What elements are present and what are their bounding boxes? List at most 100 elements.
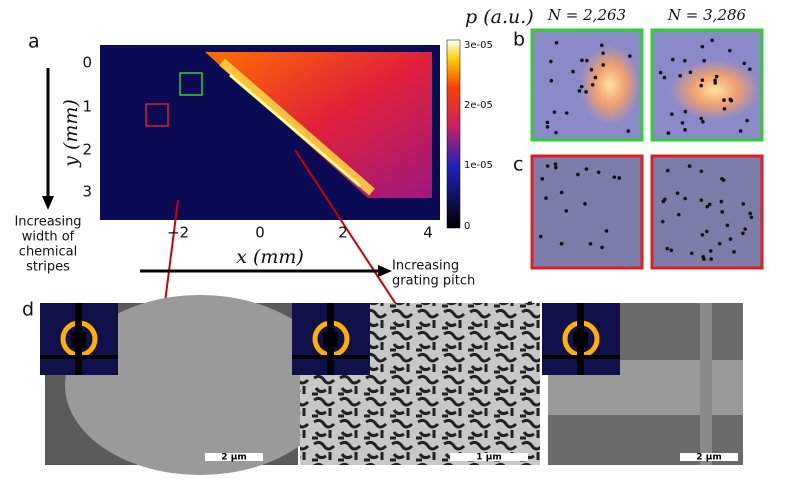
- particle: [714, 74, 719, 79]
- particle: [722, 106, 727, 111]
- particle: [677, 212, 681, 217]
- particle: [584, 90, 588, 94]
- particle: [604, 229, 609, 233]
- y-axis-label: y (mm): [60, 99, 82, 168]
- particle: [713, 78, 717, 83]
- particle: [748, 211, 752, 216]
- y-tick-label: 2: [82, 141, 92, 159]
- particle: [700, 233, 705, 237]
- particle: [576, 172, 580, 177]
- particle: [702, 58, 707, 63]
- particle: [675, 191, 680, 195]
- particle: [680, 121, 685, 125]
- particle: [747, 67, 752, 71]
- column-title: N = 3,286: [667, 6, 747, 24]
- beamstop: [573, 332, 588, 347]
- particle: [722, 98, 726, 102]
- particle: [738, 129, 743, 133]
- particle: [713, 81, 718, 85]
- particle: [700, 78, 705, 82]
- particle: [741, 231, 745, 236]
- particle: [571, 69, 575, 74]
- x-tick-label: 0: [255, 224, 265, 242]
- particle: [728, 237, 733, 241]
- particle: [662, 75, 667, 80]
- particle: [699, 169, 704, 174]
- particle: [717, 241, 722, 246]
- particle: [688, 70, 693, 75]
- particle: [554, 41, 559, 45]
- particle: [545, 125, 550, 129]
- particle: [669, 248, 674, 253]
- particle: [584, 167, 589, 171]
- y-tick-label: 1: [82, 98, 92, 116]
- annotation: chemical: [19, 245, 77, 260]
- particle: [665, 246, 670, 251]
- particle: [683, 128, 687, 132]
- panel-label: c: [513, 154, 523, 176]
- colorbar-tick-label: 0: [464, 221, 470, 232]
- heatmap: [100, 45, 440, 220]
- particle: [702, 257, 706, 261]
- particle: [564, 209, 569, 213]
- panel-label: b: [513, 29, 525, 51]
- annotation: grating pitch: [392, 274, 475, 289]
- arrow-head: [378, 265, 392, 277]
- particle: [749, 215, 754, 220]
- particle: [553, 162, 558, 166]
- colorbar-tick-label: 3e-05: [464, 40, 493, 51]
- y-tick-label: 3: [82, 183, 92, 201]
- particle: [705, 204, 710, 209]
- particle: [588, 241, 593, 246]
- particle: [538, 234, 543, 239]
- particle: [678, 73, 683, 78]
- particle: [732, 250, 736, 254]
- particle: [564, 111, 569, 115]
- particle: [658, 70, 663, 75]
- particle: [554, 130, 558, 135]
- particle: [612, 175, 617, 179]
- y-tick-label: 0: [82, 54, 92, 72]
- particle: [559, 241, 564, 246]
- scale-bar: [205, 453, 263, 461]
- annotation: width of: [22, 230, 75, 245]
- particle: [549, 59, 553, 64]
- colorbar: [446, 39, 461, 229]
- particle: [700, 44, 705, 49]
- beamstop: [323, 332, 338, 347]
- particle: [728, 97, 733, 102]
- particle: [601, 63, 605, 67]
- beamstop: [542, 355, 620, 359]
- particle: [683, 58, 687, 63]
- panel-label: a: [28, 31, 40, 53]
- particle: [628, 54, 632, 58]
- particle: [583, 202, 587, 206]
- particle: [580, 58, 584, 63]
- particle: [720, 210, 725, 214]
- particle: [589, 67, 594, 72]
- scale-bar-label: 2 µm: [221, 453, 246, 463]
- particle: [719, 199, 724, 204]
- panel-label: d: [22, 299, 34, 321]
- particle: [728, 48, 732, 53]
- colorbar-label: p (a.u.): [465, 6, 534, 28]
- particle: [596, 170, 601, 175]
- particle: [709, 257, 714, 261]
- particle: [626, 129, 631, 133]
- particle: [544, 196, 548, 200]
- particle: [742, 61, 747, 66]
- particle: [707, 202, 712, 207]
- x-tick-label: 2: [338, 224, 348, 242]
- particle: [661, 199, 666, 204]
- beamstop: [71, 332, 86, 347]
- colorbar-tick-label: 2e-05: [464, 100, 493, 111]
- particle: [699, 83, 703, 88]
- particle: [600, 245, 604, 250]
- particle: [540, 177, 545, 181]
- particle: [579, 84, 584, 89]
- particle: [617, 176, 622, 180]
- connector: [294, 149, 406, 319]
- particle: [687, 164, 692, 168]
- particle: [721, 178, 726, 182]
- annotation: Increasing: [392, 259, 459, 274]
